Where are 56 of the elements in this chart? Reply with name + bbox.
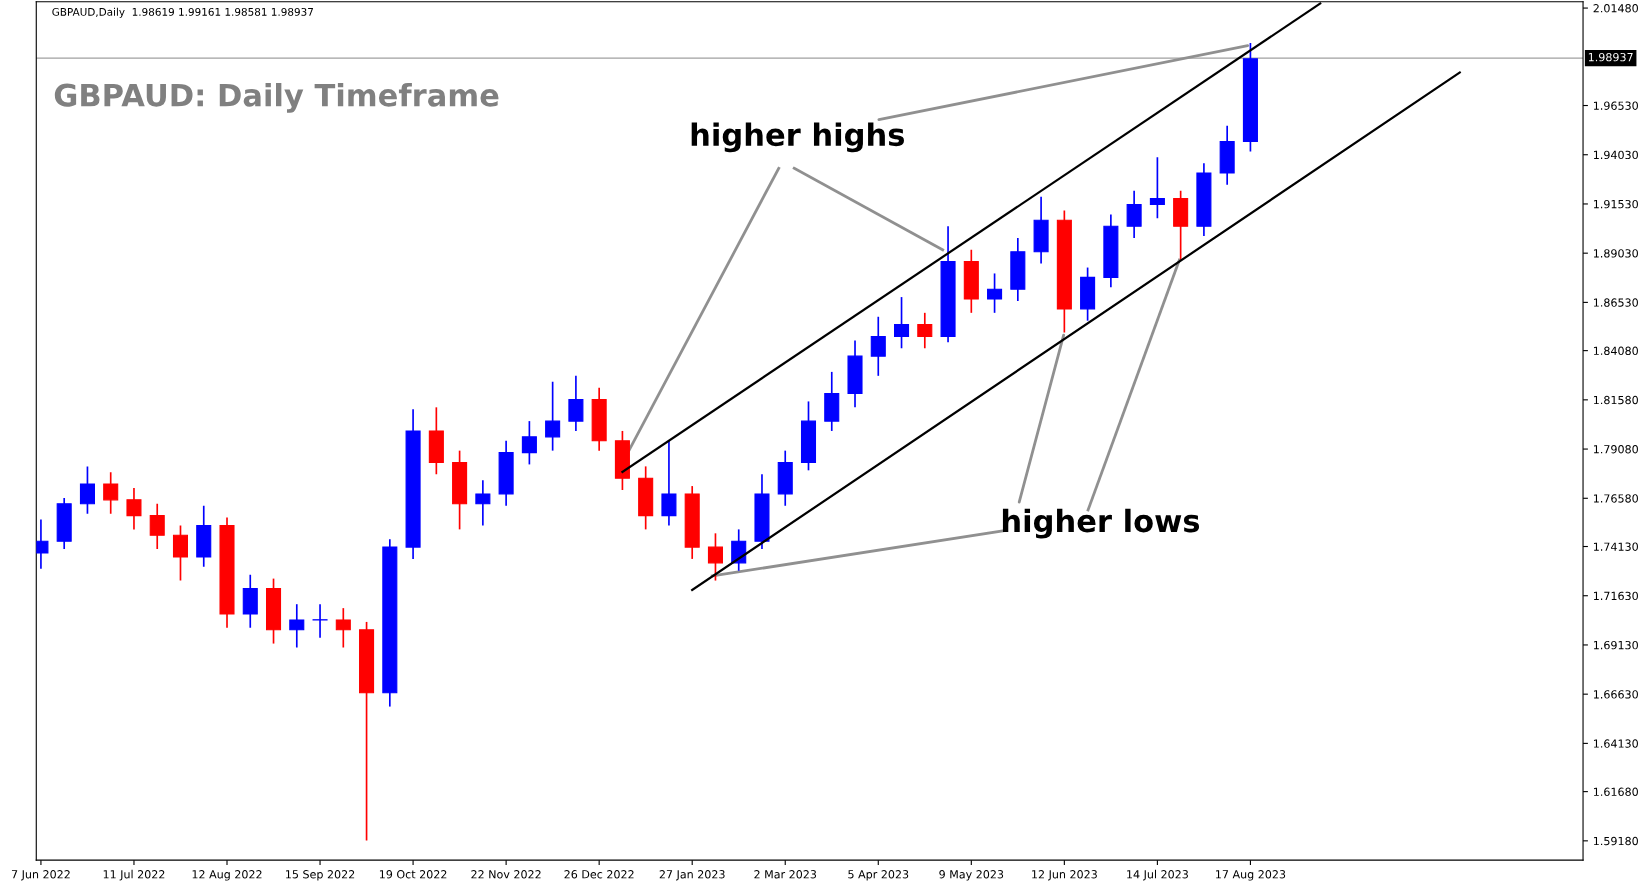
candlestick	[661, 439, 677, 527]
candlestick	[707, 532, 723, 582]
annotation: higher lows	[1002, 508, 1200, 539]
candlestick	[1149, 156, 1165, 220]
candlestick	[568, 374, 584, 432]
y-tick-label: 1.96530	[1593, 101, 1638, 110]
candlestick	[172, 524, 189, 582]
y-tick-label: 1.74130	[1593, 542, 1638, 551]
candlestick	[149, 502, 165, 550]
y-tick-label: 2.01480	[1593, 4, 1638, 13]
x-tick-label: 2 Mar 2023	[754, 870, 817, 879]
candlestick	[103, 471, 119, 515]
y-tick-label: 1.81580	[1593, 395, 1638, 405]
y-tick-label: 1.64130	[1593, 739, 1638, 748]
x-tick-label: 15 Sep 2022	[286, 870, 355, 881]
x-tick-label: 19 Oct 2022	[379, 870, 447, 879]
x-tick-label: 5 Apr 2023	[848, 870, 909, 881]
x-tick-label: 9 May 2023	[939, 870, 1004, 881]
x-tick-label: 17 Aug 2023	[1216, 870, 1286, 881]
candlestick	[917, 311, 933, 350]
candlestick	[1126, 189, 1142, 239]
candlestick	[312, 603, 328, 639]
y-tick-label: 1.84080	[1593, 346, 1638, 356]
y-tick-label: 1.61680	[1593, 787, 1638, 796]
x-tick-label: 7 Jun 2022	[11, 870, 70, 881]
x-tick-label: 11 Jul 2022	[103, 869, 165, 881]
candlestick	[335, 607, 351, 649]
y-tick-label: 1.66630	[1593, 690, 1638, 699]
text: GBPAUD,Daily 1.98619 1.99161 1.98581 1.98937	[52, 7, 313, 18]
y-tick-label: 1.76580	[1593, 494, 1638, 503]
candlestick	[475, 479, 491, 527]
candlestick	[79, 465, 95, 515]
y-tick-label: 1.71630	[1593, 591, 1638, 601]
y-tick-label: 1.59180	[1593, 836, 1638, 846]
x-tick-label: 14 Jul 2023	[1127, 869, 1188, 881]
y-tick-label: 1.69130	[1593, 640, 1638, 650]
text: GBPAUD: Daily Timeframe	[54, 83, 499, 113]
x-tick-label: 12 Aug 2022	[192, 870, 262, 881]
candlestick	[894, 296, 910, 350]
y-tick-label: 1.79080	[1593, 445, 1638, 454]
annotation: higher highs	[691, 122, 904, 153]
candlestick	[870, 315, 886, 377]
y-tick-label: 1.89030	[1593, 249, 1638, 258]
x-tick-label: 22 Nov 2022	[471, 870, 541, 879]
y-tick-label: 1.94030	[1593, 150, 1638, 160]
candlestick	[289, 603, 305, 649]
y-tick-label: 1.91530	[1593, 199, 1638, 209]
candlestick	[521, 420, 537, 466]
x-tick-label: 12 Jun 2023	[1032, 870, 1097, 881]
candlestick	[545, 380, 561, 452]
x-tick-label: 26 Dec 2022	[564, 870, 634, 879]
x-tick-label: 27 Jan 2023	[659, 870, 725, 881]
candlestick	[987, 272, 1003, 314]
y-tick-label: 1.86530	[1593, 298, 1638, 307]
ref-line-label: 1.98937	[1588, 52, 1633, 62]
candlestick	[126, 487, 142, 531]
